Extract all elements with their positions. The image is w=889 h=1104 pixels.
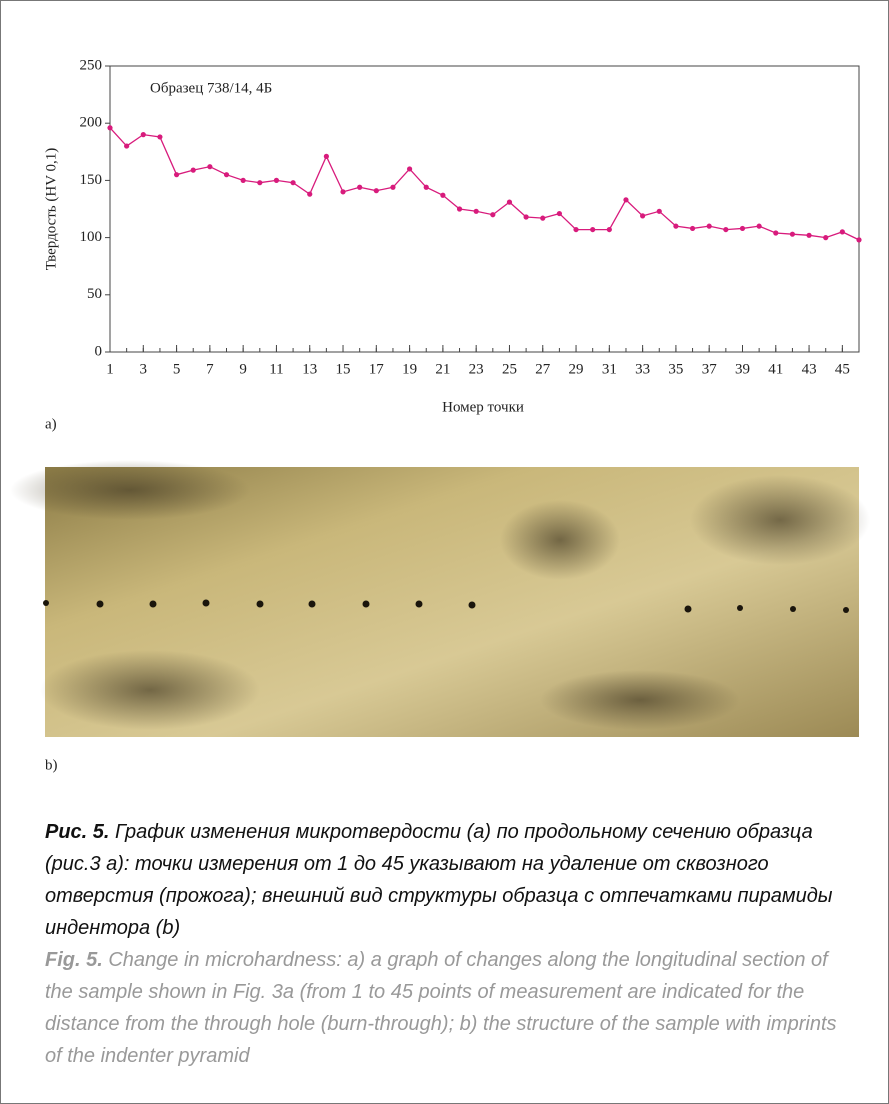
y-tick-label: 100: [80, 229, 103, 245]
photo-texture: [40, 650, 260, 730]
panel-label: a): [45, 416, 57, 432]
data-point: [124, 143, 129, 148]
data-point: [274, 178, 279, 183]
x-tick-label: 41: [768, 361, 783, 377]
caption-text: Change in microhardness: a) a graph of c…: [45, 949, 837, 1067]
data-point: [557, 211, 562, 216]
data-point: [174, 172, 179, 177]
x-tick-label: 11: [269, 361, 283, 377]
y-tick-label: 150: [80, 172, 103, 188]
x-tick-label: 17: [369, 361, 385, 377]
x-tick-label: 5: [173, 361, 181, 377]
micrograph-photo: [10, 460, 870, 737]
x-tick-label: 45: [835, 361, 850, 377]
data-point: [407, 166, 412, 171]
data-line: [110, 128, 859, 240]
data-point: [856, 237, 861, 242]
data-point: [440, 193, 445, 198]
page: Образец 738/14, 4Б Твердость (HV 0,1) Но…: [0, 0, 889, 1104]
data-point: [390, 185, 395, 190]
data-point: [573, 227, 578, 232]
x-tick-label: 43: [802, 361, 817, 377]
data-point: [507, 200, 512, 205]
data-point: [757, 224, 762, 229]
data-point: [290, 180, 295, 185]
data-point: [257, 180, 262, 185]
data-point: [307, 192, 312, 197]
photo-texture: [500, 500, 620, 580]
data-point: [623, 197, 628, 202]
data-point: [524, 214, 529, 219]
y-tick-label: 250: [80, 57, 103, 73]
data-point: [340, 189, 345, 194]
x-tick-label: 19: [402, 361, 417, 377]
data-point: [324, 154, 329, 159]
x-tick-label: 37: [702, 361, 718, 377]
data-point: [657, 209, 662, 214]
caption-label: Fig. 5.: [45, 949, 103, 971]
data-point: [723, 227, 728, 232]
data-point: [374, 188, 379, 193]
y-tick-label: 50: [87, 286, 102, 302]
data-point: [840, 229, 845, 234]
plot-frame: [110, 66, 859, 352]
data-point: [740, 226, 745, 231]
x-tick-label: 39: [735, 361, 750, 377]
data-point: [707, 224, 712, 229]
x-tick-label: 29: [569, 361, 584, 377]
photo-texture: [10, 460, 250, 520]
data-point: [424, 185, 429, 190]
data-point: [773, 230, 778, 235]
x-tick-label: 31: [602, 361, 617, 377]
x-tick-label: 9: [239, 361, 247, 377]
data-point: [474, 209, 479, 214]
y-axis-label: Твердость (HV 0,1): [43, 148, 59, 271]
caption-label: Рис. 5.: [45, 821, 109, 843]
x-tick-label: 1: [106, 361, 114, 377]
data-point: [157, 134, 162, 139]
data-point: [141, 132, 146, 137]
y-tick-label: 200: [80, 115, 103, 131]
caption-ru: Рис. 5. График изменения микротвердости …: [45, 816, 855, 944]
x-tick-label: 15: [336, 361, 351, 377]
x-axis-label: Номер точки: [442, 399, 524, 415]
data-point: [191, 168, 196, 173]
data-point: [107, 125, 112, 130]
data-point: [224, 172, 229, 177]
data-point: [790, 232, 795, 237]
data-point: [673, 224, 678, 229]
y-tick-label: 0: [95, 343, 103, 359]
x-tick-label: 33: [635, 361, 650, 377]
x-tick-label: 25: [502, 361, 517, 377]
data-point: [540, 216, 545, 221]
chart: Образец 738/14, 4Б Твердость (HV 0,1) Но…: [0, 0, 889, 790]
data-point: [241, 178, 246, 183]
x-tick-label: 23: [469, 361, 484, 377]
caption-text: График изменения микротвердости (a) по п…: [45, 821, 833, 939]
annotation: Образец 738/14, 4Б: [150, 80, 272, 96]
data-point: [457, 206, 462, 211]
data-point: [607, 227, 612, 232]
data-point: [806, 233, 811, 238]
data-point: [690, 226, 695, 231]
x-tick-label: 35: [668, 361, 683, 377]
photo-texture: [540, 670, 740, 730]
photo-texture: [690, 475, 870, 565]
caption-en: Fig. 5. Change in microhardness: a) a gr…: [45, 944, 855, 1072]
data-point: [823, 235, 828, 240]
data-point: [207, 164, 212, 169]
data-point: [590, 227, 595, 232]
panel-label: b): [45, 757, 58, 773]
x-tick-label: 21: [435, 361, 450, 377]
x-tick-label: 13: [302, 361, 317, 377]
data-point: [490, 212, 495, 217]
data-point: [357, 185, 362, 190]
x-tick-label: 3: [140, 361, 148, 377]
x-tick-label: 27: [535, 361, 551, 377]
data-point: [640, 213, 645, 218]
x-tick-label: 7: [206, 361, 214, 377]
